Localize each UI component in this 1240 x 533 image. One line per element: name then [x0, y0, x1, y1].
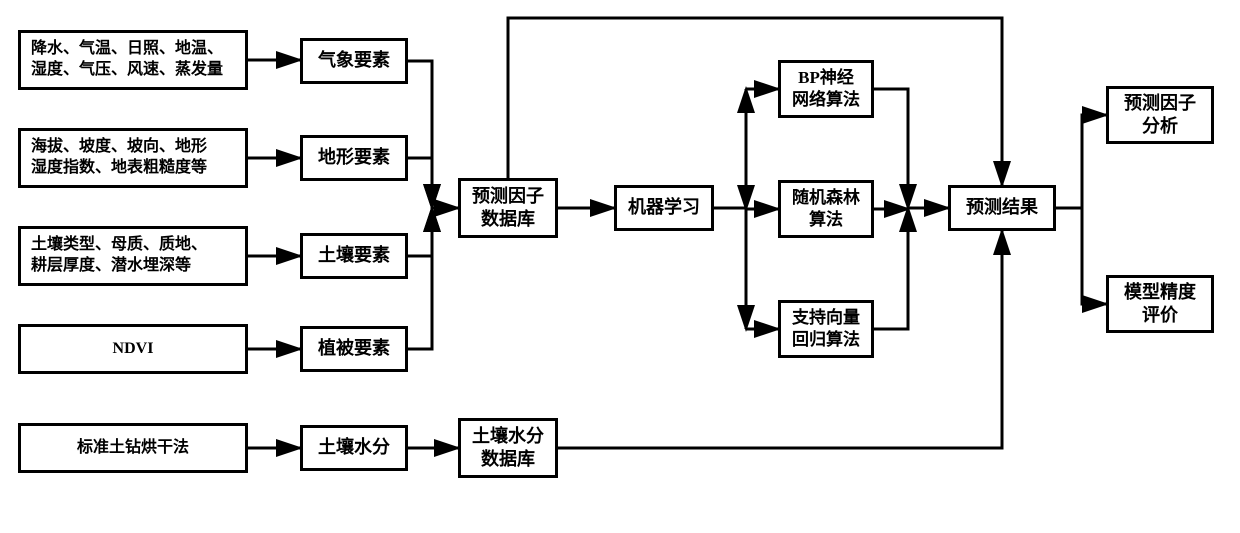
node-label: 气象要素	[318, 49, 390, 72]
node-label: 支持向量回归算法	[792, 307, 860, 351]
edge-24	[1056, 115, 1106, 208]
node-label: BP神经网络算法	[792, 67, 860, 111]
edge-18	[874, 89, 908, 208]
node-c4: 植被要素	[300, 326, 408, 372]
node-label: 标准土钻烘干法	[77, 438, 189, 459]
edge-13	[714, 208, 746, 209]
node-d2: 海拔、坡度、坡向、地形湿度指数、地表粗糙度等	[18, 128, 248, 188]
edge-20	[874, 208, 908, 329]
edge-5	[408, 61, 432, 208]
edge-6	[408, 158, 432, 208]
edge-7	[408, 208, 432, 256]
edge-25	[1056, 208, 1106, 304]
node-label: 预测因子分析	[1124, 92, 1196, 139]
edge-12	[714, 89, 746, 208]
node-label: 土壤类型、母质、质地、耕层厚度、潜水埋深等	[31, 235, 207, 277]
node-c5: 土壤水分	[300, 425, 408, 471]
node-a3: 支持向量回归算法	[778, 300, 874, 358]
node-label: 机器学习	[628, 196, 700, 219]
node-label: 海拔、坡度、坡向、地形湿度指数、地表粗糙度等	[31, 137, 207, 179]
node-d3: 土壤类型、母质、质地、耕层厚度、潜水埋深等	[18, 226, 248, 286]
node-label: 预测因子数据库	[472, 185, 544, 232]
node-label: 土壤水分	[318, 436, 390, 459]
node-d1: 降水、气温、日照、地温、湿度、气压、风速、蒸发量	[18, 30, 248, 90]
node-label: 随机森林算法	[792, 187, 860, 231]
node-d5: 标准土钻烘干法	[18, 423, 248, 473]
node-label: 预测结果	[966, 196, 1038, 219]
node-label: NDVI	[113, 339, 154, 360]
node-o1: 预测因子分析	[1106, 86, 1214, 144]
node-db1: 预测因子数据库	[458, 178, 558, 238]
node-c3: 土壤要素	[300, 233, 408, 279]
node-res: 预测结果	[948, 185, 1056, 231]
node-label: 土壤要素	[318, 244, 390, 267]
edge-8	[408, 208, 432, 349]
node-label: 地形要素	[318, 146, 390, 169]
node-c1: 气象要素	[300, 38, 408, 84]
edge-14	[714, 208, 746, 329]
node-a1: BP神经网络算法	[778, 60, 874, 118]
node-label: 植被要素	[318, 337, 390, 360]
node-d4: NDVI	[18, 324, 248, 374]
node-label: 土壤水分数据库	[472, 425, 544, 472]
node-ml: 机器学习	[614, 185, 714, 231]
node-label: 降水、气温、日照、地温、湿度、气压、风速、蒸发量	[31, 39, 223, 81]
node-a2: 随机森林算法	[778, 180, 874, 238]
node-o2: 模型精度评价	[1106, 275, 1214, 333]
node-label: 模型精度评价	[1124, 281, 1196, 328]
flowchart-canvas: 降水、气温、日照、地温、湿度、气压、风速、蒸发量海拔、坡度、坡向、地形湿度指数、…	[0, 0, 1240, 533]
node-c2: 地形要素	[300, 135, 408, 181]
edge-22	[508, 18, 1002, 185]
node-db2: 土壤水分数据库	[458, 418, 558, 478]
